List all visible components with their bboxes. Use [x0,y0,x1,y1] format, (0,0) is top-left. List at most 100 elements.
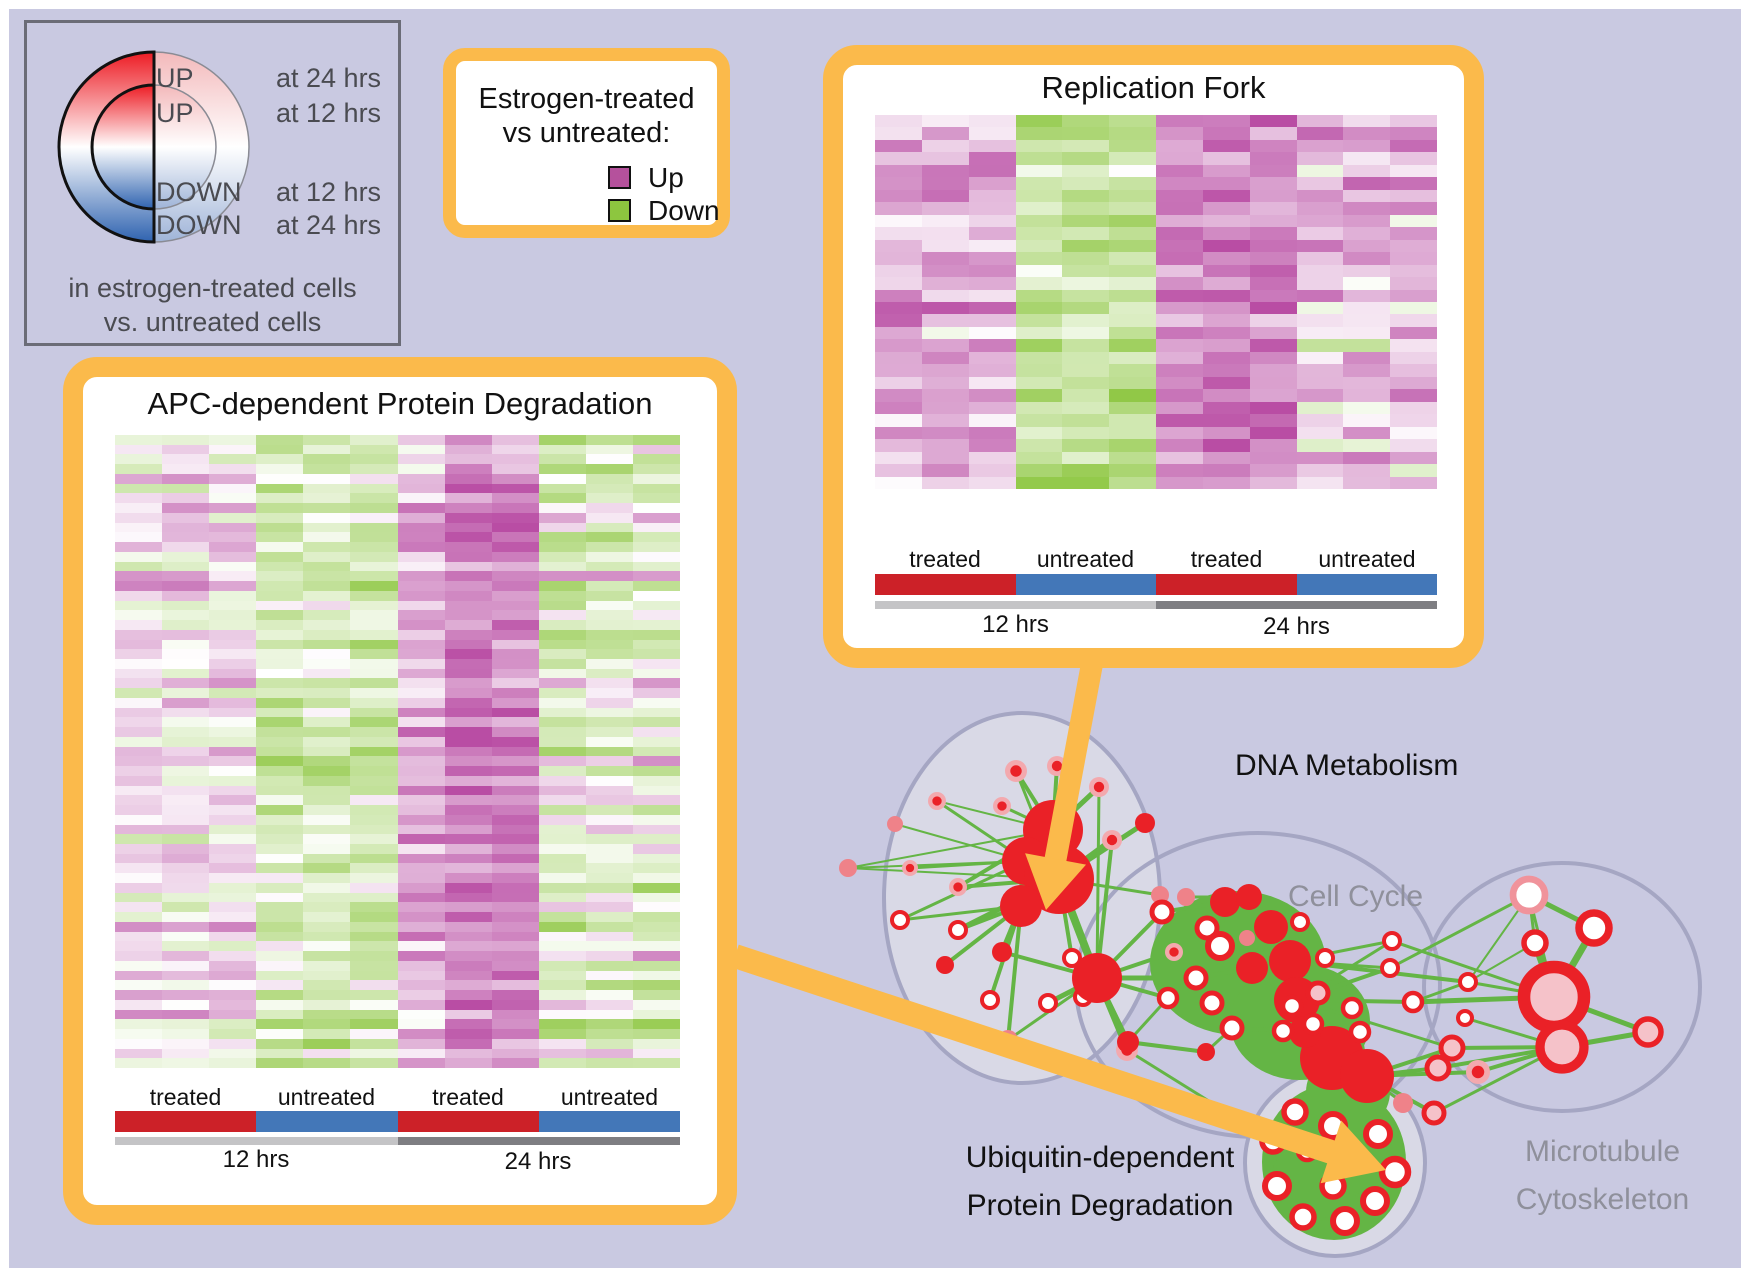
heatmap-cell [397,444,446,456]
heatmap-cell [256,999,304,1011]
heatmap-cell [162,1019,210,1030]
heatmap-cell [491,512,540,524]
network-node [1194,915,1220,941]
heatmap-cell [209,795,257,806]
heatmap-cell [256,435,304,446]
heatmap-cell [397,454,446,465]
heatmap-cell [162,727,210,738]
heatmap-cell [162,668,210,680]
heatmap-cell [350,678,399,689]
heatmap-cell [256,522,304,533]
heatmap-cell [350,990,399,1001]
heatmap-cell [444,902,493,913]
heatmap-cell [1109,252,1157,266]
heatmap-cell [209,785,257,796]
network-node-core [932,796,942,806]
heatmap-cell [162,435,210,446]
heatmap-cell [1109,127,1157,141]
heatmap-cell [921,389,970,403]
heatmap-cell [444,795,493,806]
network-node [1456,1009,1474,1027]
network-node-core [997,801,1007,811]
apc-24hrs-label: 24 hrs [504,1148,572,1175]
heatmap-cell [632,512,680,524]
heatmap-cell [1343,401,1391,415]
heatmap-cell [303,746,351,757]
heatmap-cell [1156,189,1204,203]
network-edge [1126,1040,1208,1054]
heatmap-cell [632,1058,680,1068]
network-node [1236,952,1268,984]
heatmap-cell [397,805,446,816]
heatmap-cell [1062,202,1110,216]
heatmap-cell [1249,326,1298,340]
heatmap-cell [444,727,493,738]
repfork-24hrs-label: 24 hrs [1263,613,1330,640]
heatmap-cell [1202,326,1251,340]
heatmap-cell [397,775,446,787]
heatmap-cell [632,736,680,748]
heatmap-cell [162,610,210,621]
legend-row-time-2: at 12 hrs [276,177,382,207]
heatmap-cell [1390,277,1437,291]
heatmap-cell [632,766,680,777]
heatmap-cell [1296,351,1344,365]
network-edge [847,860,1027,869]
up-label: Up [648,162,684,193]
heatmap-cell [397,503,446,514]
heatmap-cell [1015,302,1063,316]
heatmap-cell [350,620,399,631]
heatmap-cell [538,951,587,962]
heatmap-cell [1202,414,1251,428]
heatmap-cell [875,464,923,478]
heatmap-cell [209,581,257,592]
heatmap-cell [921,414,970,428]
heatmap-cell [968,351,1017,365]
network-node [1219,1015,1245,1041]
heatmap-cell [397,960,446,972]
heatmap-cell [444,882,493,894]
heatmap-cell [1202,314,1251,328]
heatmap-cell [538,483,587,495]
heatmap-cell [1249,127,1298,141]
heatmap-cell [632,473,680,485]
heatmap-cell [115,551,163,563]
heatmap-cell [115,503,163,514]
heatmap-cell [256,629,304,641]
heatmap-cell [1390,426,1437,440]
heatmap-cell [875,351,923,365]
heatmap-cell [1109,389,1157,403]
heatmap-cell [538,697,587,709]
heatmap-cell [1343,202,1391,216]
heatmap-cell [921,277,970,291]
heatmap-cell [444,581,493,592]
network-node [1271,1019,1295,1043]
heatmap-cell [1202,115,1251,129]
network-node [1149,899,1175,925]
heatmap-cell [397,473,446,485]
heatmap-cell [162,775,210,787]
heatmap-cell [585,512,634,524]
heatmap-cell [256,707,304,718]
heatmap-cell [444,960,493,972]
network-node [1262,1171,1292,1201]
heatmap-cell [491,805,540,816]
heatmap-cell [162,454,210,465]
heatmap-cell [444,503,493,514]
heatmap-cell [350,551,399,563]
heatmap-cell [115,960,163,972]
heatmap-cell [1249,164,1298,178]
heatmap-cell [256,1058,304,1068]
heatmap-cell [632,844,680,855]
heatmap-cell [256,873,304,884]
heatmap-cell [350,863,399,874]
heatmap-cell [162,853,210,865]
heatmap-cell [115,590,163,602]
network-node-core [1169,947,1179,957]
heatmap-cell [209,951,257,962]
repfork-time-bar [875,601,1437,609]
heatmap-cell [256,473,304,485]
legend-row-dir-3: DOWN [156,210,242,240]
heatmap-cell [491,1009,540,1020]
heatmap-cell [1249,314,1298,328]
